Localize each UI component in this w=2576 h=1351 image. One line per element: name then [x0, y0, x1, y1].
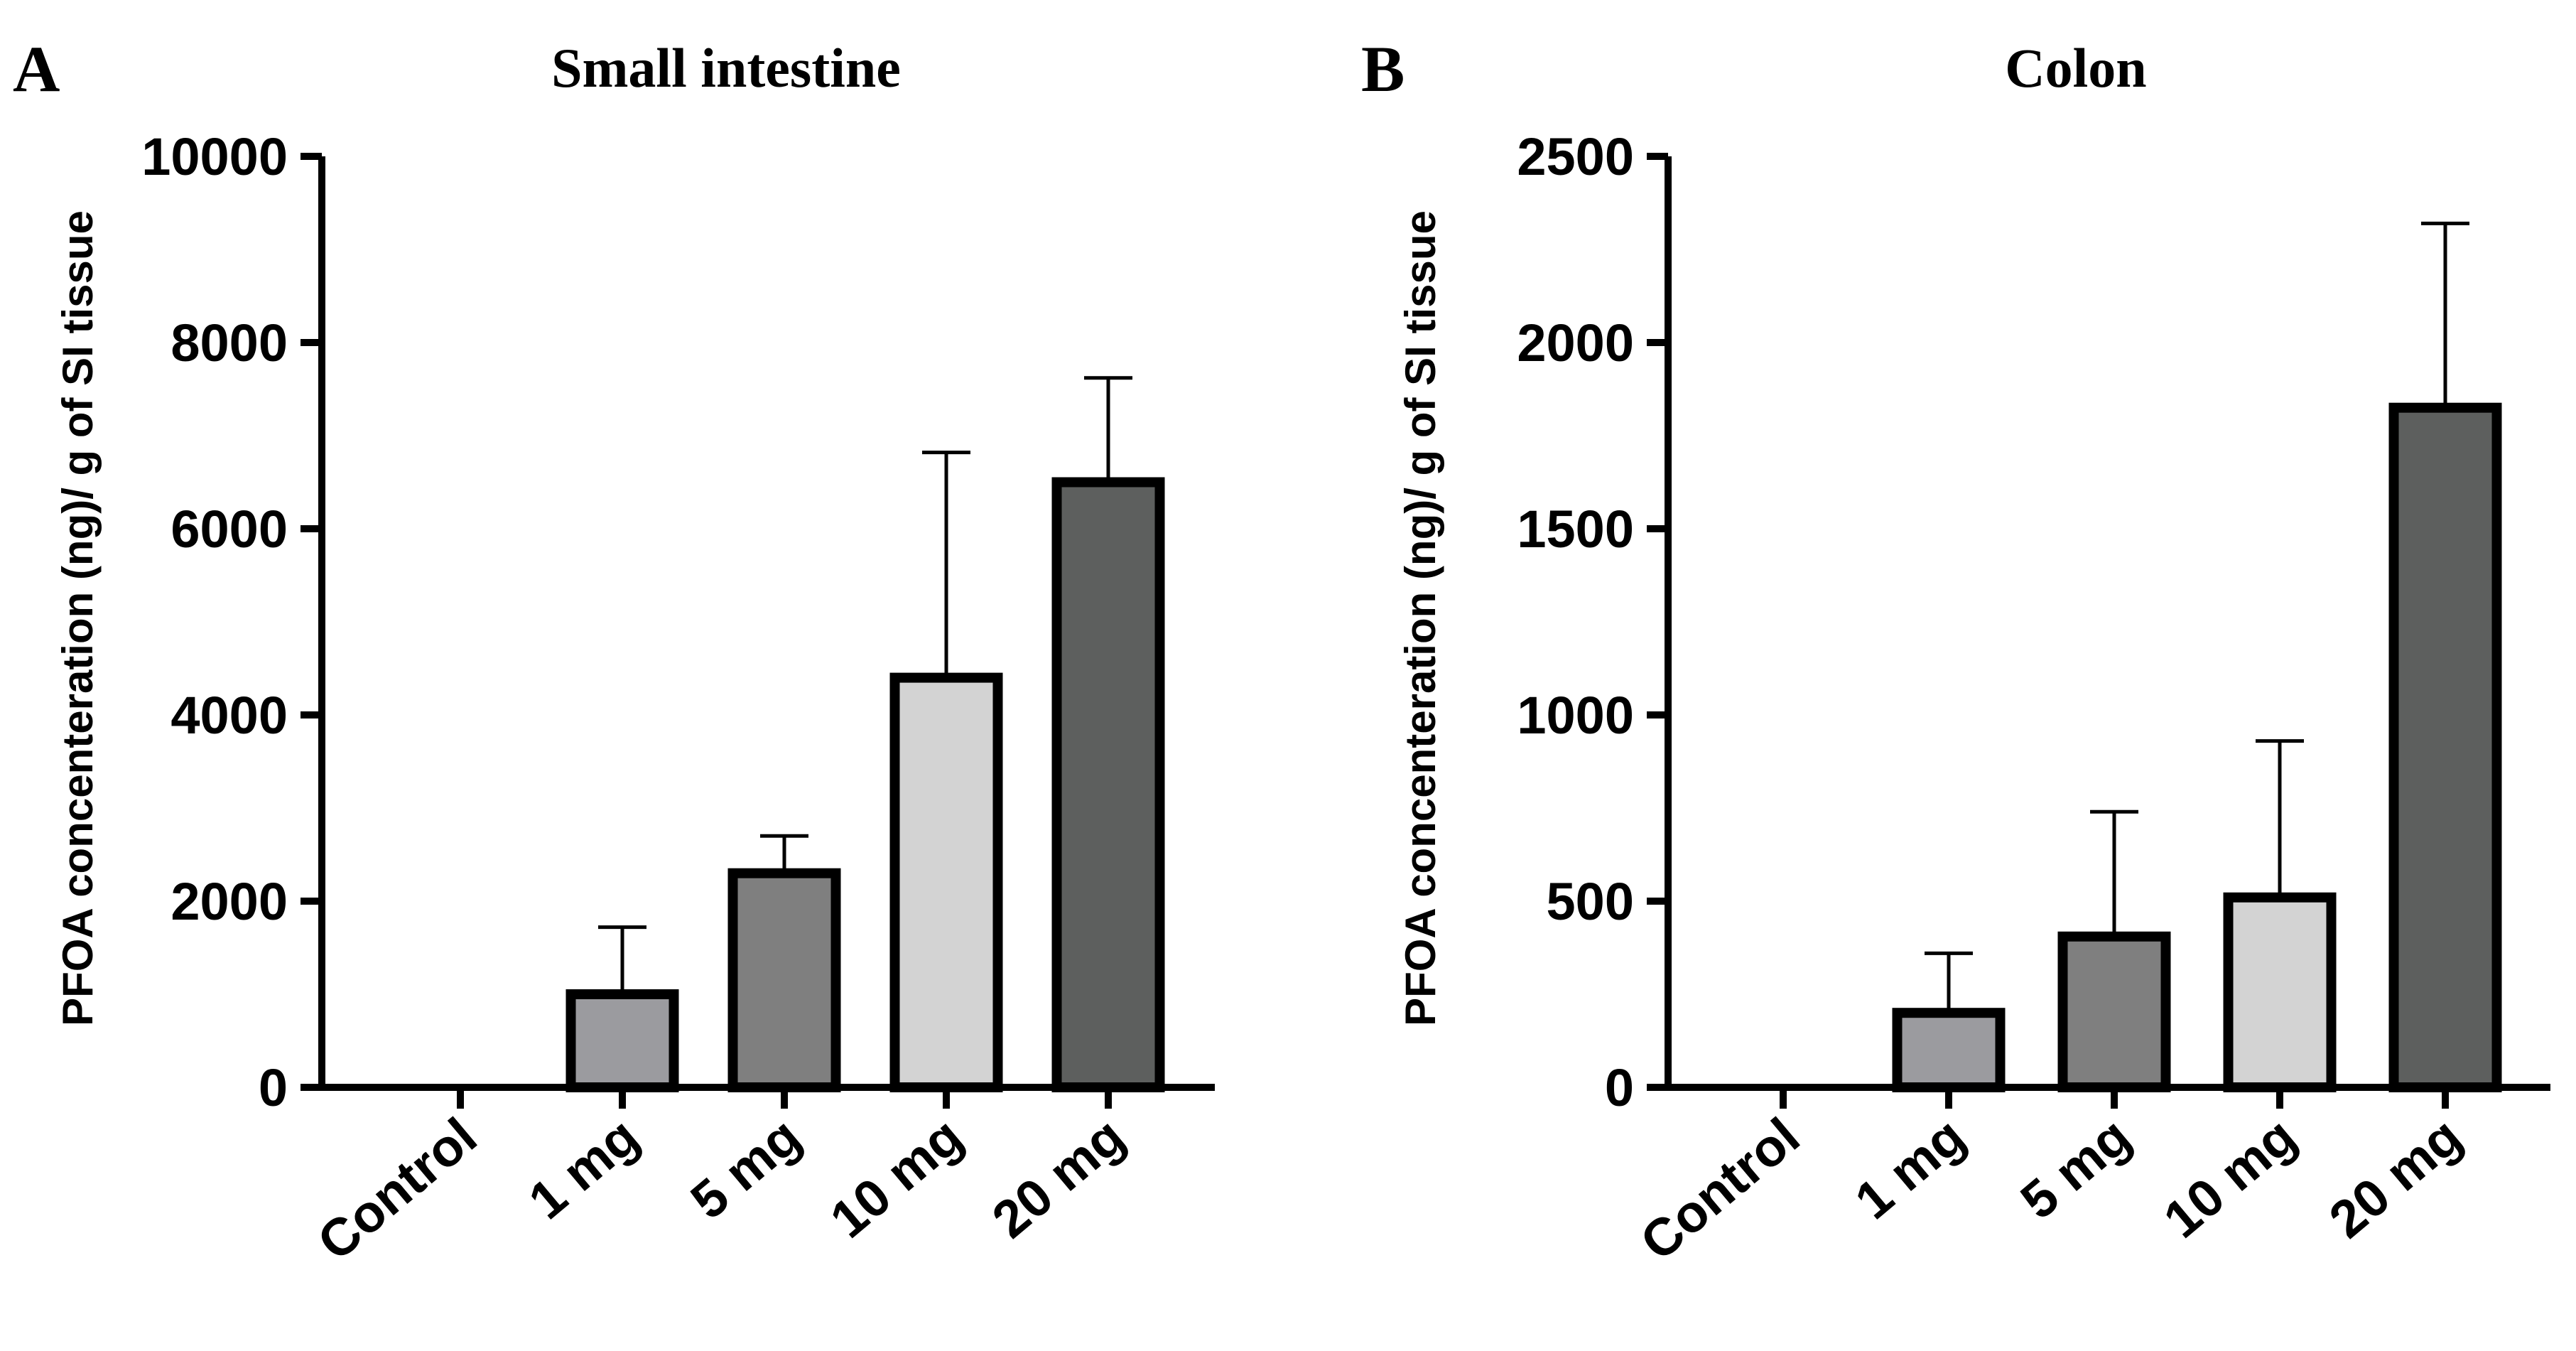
y-axis-label: PFOA concenteration (ng)/ g of SI tissue	[54, 210, 102, 1026]
panel-a-small-intestine: A Small intestine PFOA concenteration (n…	[13, 33, 1215, 1271]
bars	[565, 376, 1165, 1092]
bar-10-mg	[2223, 892, 2337, 1092]
bar-10-mg	[889, 672, 1003, 1092]
y-tick-label: 1500	[1517, 500, 1634, 559]
x-category-label: 20 mg	[981, 1107, 1135, 1249]
y-tick-label: 4000	[171, 686, 288, 745]
y-tick-label: 8000	[171, 313, 288, 372]
bars	[1892, 221, 2502, 1093]
x-category-label: Control	[1629, 1107, 1810, 1272]
y-tick-label: 2000	[1517, 313, 1634, 372]
x-axis-categories: Control 1 mg 5 mg 10 mg 20 mg	[306, 1087, 1135, 1271]
y-tick-label: 1000	[1517, 686, 1634, 745]
bar-1-mg	[565, 989, 679, 1092]
x-category-label: 10 mg	[819, 1107, 973, 1249]
chart-title: Small intestine	[551, 37, 901, 99]
y-tick-label: 2000	[171, 872, 288, 931]
bar-5-mg	[2057, 931, 2171, 1093]
axes-frame	[1665, 156, 2550, 1091]
panel-letter: B	[1361, 33, 1405, 105]
x-category-label: 20 mg	[2318, 1107, 2472, 1249]
y-tick-label: 0	[1605, 1058, 1634, 1117]
x-category-label: 1 mg	[518, 1107, 650, 1231]
panel-letter: A	[13, 33, 60, 105]
y-tick-label: 500	[1547, 872, 1634, 931]
y-axis-label: PFOA concenteration (ng)/ g of SI tissue	[1397, 210, 1444, 1026]
y-tick-label: 10000	[141, 127, 288, 186]
y-tick-label: 2500	[1517, 127, 1634, 186]
bar-1-mg	[1892, 1008, 2006, 1092]
y-tick-label: 6000	[171, 500, 288, 559]
axes-frame	[318, 156, 1215, 1091]
bar-20-mg	[2388, 402, 2502, 1092]
panel-b-colon: B Colon PFOA concenteration (ng)/ g of S…	[1361, 33, 2550, 1271]
chart-title: Colon	[2005, 37, 2146, 99]
x-category-label: 5 mg	[2010, 1107, 2142, 1231]
y-tick-label: 0	[259, 1058, 288, 1117]
bar-5-mg	[727, 868, 841, 1092]
x-category-label: 5 mg	[680, 1107, 812, 1231]
y-axis-ticks: 0 500 1000 1500 2000 2500	[1517, 127, 1668, 1117]
x-category-label: Control	[306, 1107, 487, 1272]
x-category-label: 10 mg	[2153, 1107, 2307, 1249]
y-axis-ticks: 0 2000 4000 6000 8000 10000	[141, 127, 322, 1117]
x-category-label: 1 mg	[1844, 1107, 1976, 1231]
x-axis-categories: Control 1 mg 5 mg 10 mg 20 mg	[1629, 1087, 2472, 1271]
bar-20-mg	[1051, 477, 1165, 1092]
